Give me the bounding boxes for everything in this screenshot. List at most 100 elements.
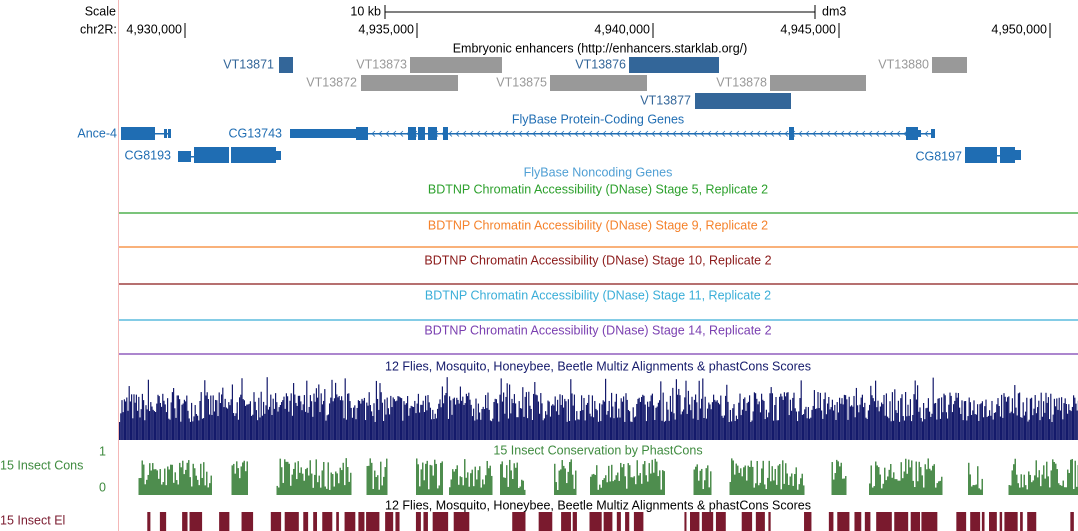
signal-bar xyxy=(140,477,142,495)
signal-bar xyxy=(968,397,970,440)
signal-bar xyxy=(509,384,511,440)
signal-bar xyxy=(443,403,445,440)
signal-bar xyxy=(593,417,595,440)
signal-bar xyxy=(920,467,922,495)
signal-bar xyxy=(816,408,818,440)
signal-bar xyxy=(632,477,634,495)
signal-bar xyxy=(608,465,610,495)
signal-bar xyxy=(371,411,373,440)
signal-bar xyxy=(841,398,843,440)
signal-bar xyxy=(569,420,571,440)
signal-bar xyxy=(780,489,782,495)
arrow xyxy=(833,130,838,137)
signal-bar xyxy=(787,392,789,440)
signal-bar xyxy=(719,404,721,440)
signal-bar xyxy=(650,473,652,495)
signal-bar xyxy=(132,418,134,440)
signal-bar xyxy=(497,403,499,440)
signal-bar xyxy=(326,488,328,495)
signal-bar xyxy=(246,461,248,495)
signal-bar xyxy=(422,462,424,495)
axis-min: 0 xyxy=(99,480,106,494)
element xyxy=(876,512,892,531)
signal-bar xyxy=(807,407,809,440)
signal-bar xyxy=(750,421,752,440)
signal-bar xyxy=(507,486,509,495)
signal-bar xyxy=(361,398,363,440)
signal-bar xyxy=(678,388,680,440)
arrow xyxy=(511,130,516,137)
gene xyxy=(121,127,171,140)
signal-bar xyxy=(169,419,171,440)
signal-bar xyxy=(612,481,614,495)
signal-bar xyxy=(647,481,649,495)
signal-bar xyxy=(420,469,422,495)
arrow xyxy=(854,130,859,137)
signal-bar xyxy=(953,404,955,440)
signal-bar xyxy=(429,407,431,440)
signal-bar xyxy=(233,413,235,440)
feature xyxy=(695,93,791,109)
signal-bar xyxy=(558,470,560,495)
signal-bar xyxy=(833,410,835,440)
signal-bar xyxy=(535,394,537,440)
signal-bar xyxy=(1028,471,1030,495)
signal-bar xyxy=(236,461,238,495)
signal-bar xyxy=(446,377,448,440)
signal-bar xyxy=(401,398,403,440)
signal-bar xyxy=(755,483,757,495)
signal-bar xyxy=(188,460,190,495)
signal-bar xyxy=(623,464,625,495)
element xyxy=(999,512,1003,531)
signal-bar xyxy=(512,478,514,495)
signal-bar xyxy=(264,413,266,440)
signal-bar xyxy=(834,404,836,440)
signal-bar xyxy=(234,415,236,440)
signal-bar xyxy=(765,489,767,495)
signal-bar xyxy=(467,472,469,495)
signal-bar xyxy=(179,399,181,440)
element xyxy=(989,512,997,531)
signal-bar xyxy=(637,398,639,440)
signal-bar xyxy=(620,398,622,440)
signal-bar xyxy=(246,404,248,440)
arrow xyxy=(910,130,915,137)
signal-bar xyxy=(528,391,530,440)
element xyxy=(366,512,380,531)
signal-bar xyxy=(933,403,935,440)
signal-bar xyxy=(164,404,166,440)
signal-bar xyxy=(840,462,842,495)
arrow xyxy=(392,130,397,137)
signal-bar xyxy=(1026,489,1028,495)
signal-bar xyxy=(162,482,164,495)
signal-bar xyxy=(794,474,796,495)
signal-bar xyxy=(331,379,333,440)
signal-bar xyxy=(914,487,916,495)
signal-bar xyxy=(333,398,335,440)
signal-bar xyxy=(878,411,880,440)
signal-bar xyxy=(1055,463,1057,495)
signal-bar xyxy=(431,419,433,440)
signal-bar xyxy=(470,404,472,440)
signal-bar xyxy=(204,380,206,440)
arrow xyxy=(553,130,558,137)
arrow xyxy=(434,130,439,137)
scale-label: Scale xyxy=(85,4,116,18)
gene-label: Ance-4 xyxy=(77,126,117,140)
signal-bar xyxy=(542,420,544,440)
signal-bar xyxy=(969,402,971,440)
signal-bar xyxy=(1038,470,1040,495)
signal-bar xyxy=(299,472,301,495)
signal-bar xyxy=(491,475,493,495)
signal-bar xyxy=(771,466,773,495)
signal-bar xyxy=(342,462,344,495)
signal-bar xyxy=(836,402,838,440)
signal-bar xyxy=(423,480,425,495)
signal-bar xyxy=(894,479,896,495)
signal-bar xyxy=(911,460,913,495)
signal-bar xyxy=(231,465,233,495)
signal-bar xyxy=(749,395,751,440)
signal-bar xyxy=(1023,474,1025,495)
signal-bar xyxy=(306,380,308,440)
track-label: 15 Insect El xyxy=(0,513,65,527)
